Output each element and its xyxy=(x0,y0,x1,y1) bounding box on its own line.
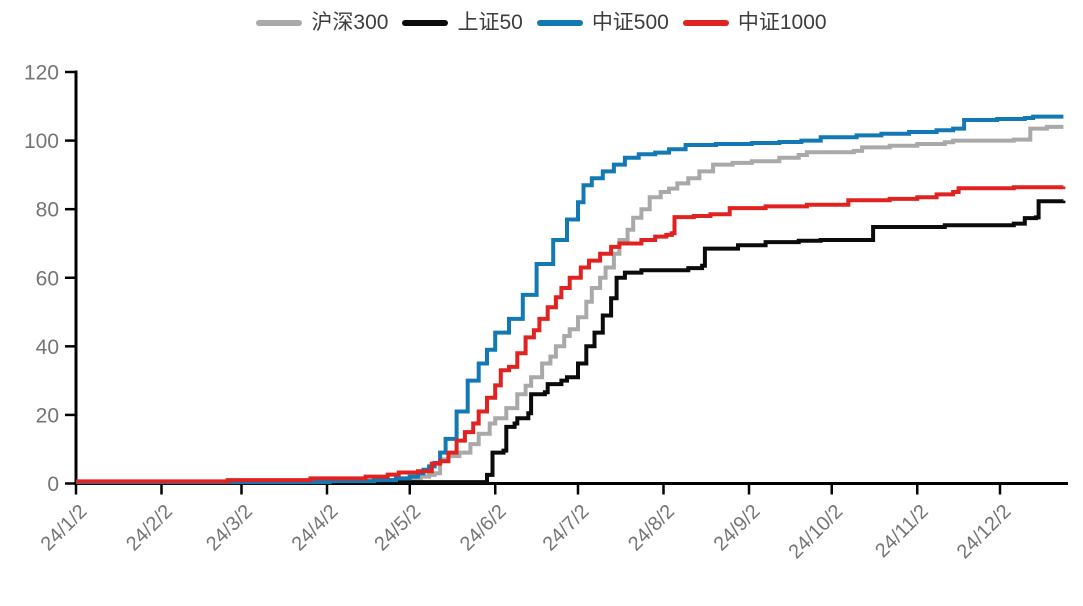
y-tick-label: 80 xyxy=(36,199,59,222)
legend-swatch-hs300 xyxy=(256,19,303,26)
series-line-hs300 xyxy=(76,124,1064,485)
series-line-zz500 xyxy=(76,114,1064,485)
y-tick-label: 60 xyxy=(36,267,59,290)
legend-item-zz500: 中证500 xyxy=(536,11,669,34)
legend-label-zz500: 中证500 xyxy=(591,11,669,34)
y-tick-label: 40 xyxy=(36,336,59,359)
x-tick-label: 24/8/2 xyxy=(624,500,679,555)
x-tick-label: 24/7/2 xyxy=(539,500,594,555)
x-tick-label: 24/9/2 xyxy=(710,500,765,555)
series-line-zz1000 xyxy=(76,185,1066,484)
legend-item-hs300: 沪深300 xyxy=(256,12,388,33)
y-tick-label: 100 xyxy=(24,130,59,153)
x-tick-label: 24/1/2 xyxy=(37,500,92,555)
x-tick-label: 24/11/2 xyxy=(871,500,933,562)
y-tick-label: 0 xyxy=(47,473,59,496)
y-tick-label: 20 xyxy=(36,404,59,427)
x-tick-label: 24/2/2 xyxy=(122,500,177,555)
legend-label-sz50: 上证50 xyxy=(457,11,523,34)
legend-item-zz1000: 中证1000 xyxy=(682,11,827,34)
legend-item-sz50: 上证50 xyxy=(402,11,523,34)
x-tick-label: 24/12/2 xyxy=(953,500,1016,563)
series-line-sz50 xyxy=(76,199,1066,485)
x-tick-label: 24/3/2 xyxy=(202,500,257,555)
legend-label-hs300: 沪深300 xyxy=(311,11,389,34)
chart-legend: 沪深300 上证50 中证500 中证1000 xyxy=(0,12,1083,33)
x-tick-label: 24/6/2 xyxy=(456,500,511,555)
legend-swatch-zz500 xyxy=(536,19,583,26)
x-tick-label: 24/5/2 xyxy=(370,500,425,555)
legend-swatch-sz50 xyxy=(402,19,449,26)
x-tick-label: 24/10/2 xyxy=(785,500,848,563)
legend-label-zz1000: 中证1000 xyxy=(737,11,827,34)
legend-swatch-zz1000 xyxy=(682,19,729,26)
y-tick-label: 120 xyxy=(24,62,59,85)
x-tick-label: 24/4/2 xyxy=(288,500,343,555)
